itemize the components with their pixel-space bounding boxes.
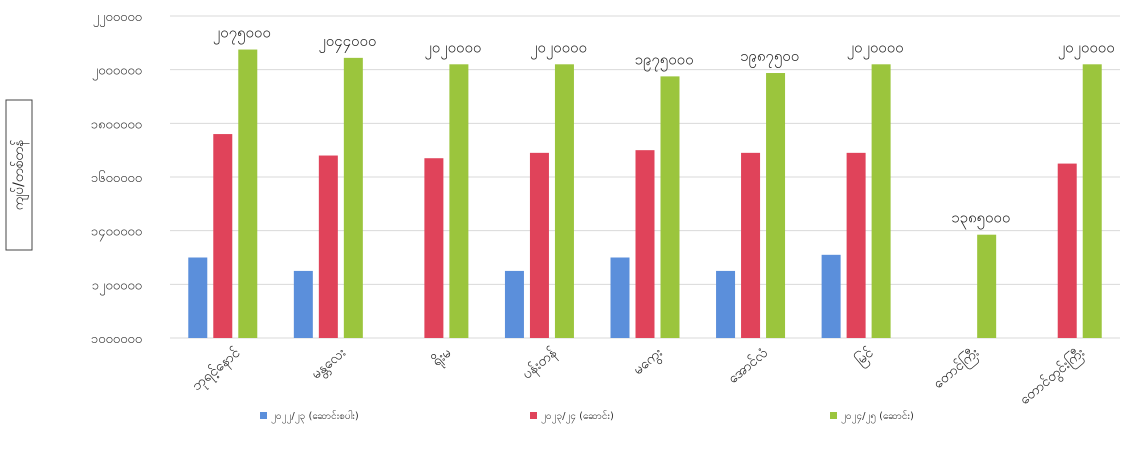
bar (741, 152, 761, 338)
bar (716, 270, 736, 338)
y-tick-label: ၁၀၀၀၀၀၀ (91, 332, 142, 347)
bar (424, 158, 444, 338)
data-label: ၁၉၇၅၀၀၀ (634, 50, 693, 71)
bar (610, 257, 630, 338)
data-label: ၂၀၄၄၀၀၀ (318, 32, 376, 53)
bar (293, 270, 313, 338)
data-label: ၁၉၈၇၅၀၀ (740, 47, 799, 68)
y-tick-label: ၁၂၀၀၀၀၀ (92, 278, 142, 295)
legend-swatch (830, 412, 837, 419)
bar (635, 150, 655, 338)
bar (846, 152, 866, 338)
legend-swatch (260, 412, 267, 419)
bar (213, 134, 233, 338)
y-tick-label: ၂၂၀၀၀၀၀ (93, 10, 142, 27)
y-tick-label: ၂၀၀၀၀၀၀ (92, 64, 142, 81)
bar (1057, 163, 1077, 338)
y-tick-label: ၁၄၀၀၀၀၀ (91, 225, 142, 242)
y-tick-label: ၁၆၀၀၀၀၀ (91, 170, 142, 186)
data-label: ၂၀၂၀၀၀၀ (530, 38, 587, 59)
data-label: ၂၀၇၅၀၀၀ (213, 24, 271, 45)
data-label: ၂၀၂၀၀၀၀ (847, 38, 904, 59)
y-tick-label: ၁၈၀၀၀၀၀ (91, 117, 142, 132)
bar (238, 49, 258, 339)
bar (977, 234, 997, 338)
legend-label: ၂၀၂၃/၂၄ (ဆောင်း) (541, 409, 614, 424)
legend-swatch (530, 412, 537, 419)
legend-label: ၂၀၂၂/၂၃ (ဆောင်းစပါး) (271, 409, 359, 424)
bar (188, 257, 208, 338)
bar (554, 64, 574, 339)
y-axis-label-box (5, 99, 33, 251)
data-label: ၂၀၂၀၀၀၀ (1058, 38, 1115, 59)
bar (529, 152, 549, 338)
bar (660, 76, 680, 338)
bar (871, 64, 891, 339)
data-label: ၂၀၂၀၀၀၀ (424, 38, 481, 59)
bar (318, 155, 338, 338)
bar (343, 57, 363, 339)
bar (449, 64, 469, 339)
bar (821, 254, 841, 338)
legend-label: ၂၀၂၄/၂၅ (ဆောင်း) (841, 409, 914, 424)
bar (504, 270, 524, 338)
y-axis-label: ကျပ်/တစ်တန် (11, 140, 29, 211)
bar (1082, 64, 1102, 339)
data-label: ၁၃၈၅၀၀၀ (951, 209, 1010, 230)
bar (766, 73, 786, 338)
